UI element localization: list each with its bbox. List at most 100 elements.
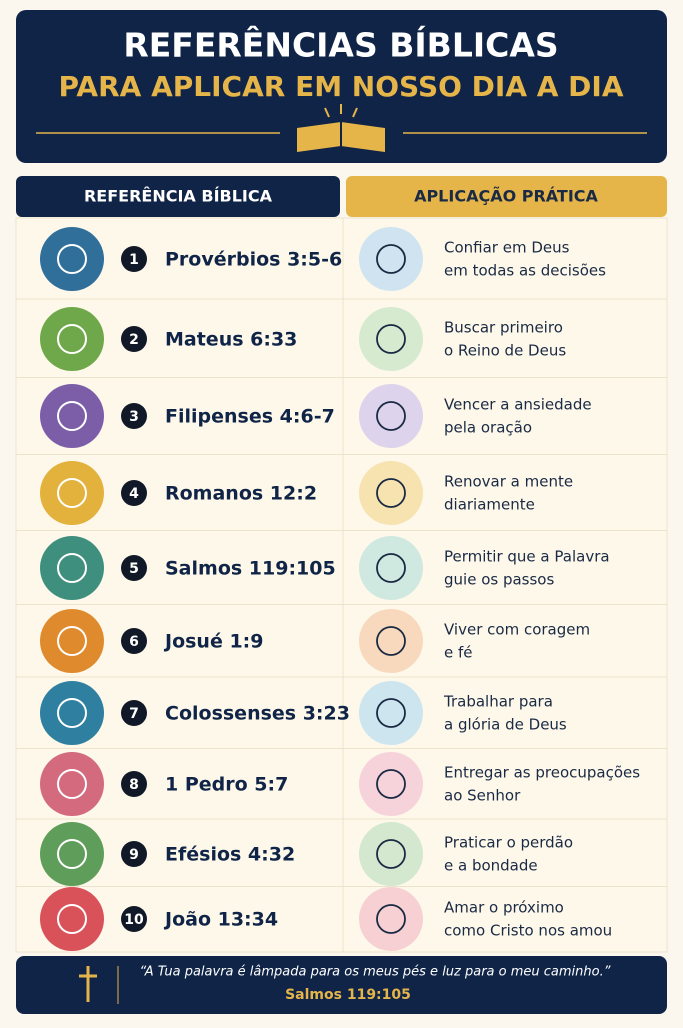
cross-icon [79, 966, 97, 1002]
icon-glyph [376, 839, 406, 869]
row-number: 10 [124, 912, 144, 928]
number-badge [121, 555, 147, 581]
application: ao Senhor [444, 787, 521, 805]
application: guie os passos [444, 571, 554, 589]
reference-icon [40, 752, 104, 816]
number-badge [121, 841, 147, 867]
number-badge [121, 403, 147, 429]
application: a glória de Deus [444, 716, 567, 734]
reference: 1 Pedro 5:7 [165, 774, 288, 796]
column-header [16, 176, 340, 217]
column-label: APLICAÇÃO PRÁTICA [414, 187, 598, 206]
row-number: 2 [129, 332, 139, 348]
row-number: 4 [129, 486, 139, 502]
reference-icon [40, 536, 104, 600]
row-number: 9 [129, 847, 139, 863]
application: Confiar em Deus [444, 239, 570, 257]
icon-glyph [376, 553, 406, 583]
icon-glyph [376, 698, 406, 728]
application: Amar o próximo [444, 899, 564, 917]
number-badge [121, 700, 147, 726]
application-icon [359, 609, 423, 673]
application: e fé [444, 644, 473, 662]
application: diariamente [444, 496, 535, 514]
reference: Josué 1:9 [163, 631, 264, 653]
icon-glyph [57, 839, 87, 869]
icon-glyph [376, 401, 406, 431]
number-badge [121, 771, 147, 797]
reference-icon [40, 227, 104, 291]
reference: Efésios 4:32 [165, 844, 295, 866]
icon-glyph [376, 244, 406, 274]
reference-icon [40, 384, 104, 448]
number-badge [121, 628, 147, 654]
icon-glyph [376, 626, 406, 656]
number-badge [121, 326, 147, 352]
application-icon [359, 822, 423, 886]
row-number: 3 [129, 409, 139, 425]
icon-glyph [376, 478, 406, 508]
application-icon [359, 681, 423, 745]
application: como Cristo nos amou [444, 922, 612, 940]
column-label: REFERÊNCIA BÍBLICA [84, 187, 273, 206]
application: Entregar as preocupações [444, 764, 640, 782]
icon-glyph [57, 401, 87, 431]
application: o Reino de Deus [444, 342, 566, 360]
title: REFERÊNCIAS BÍBLICAS [123, 25, 558, 65]
reference: Filipenses 4:6-7 [165, 406, 335, 428]
reference-icon [40, 822, 104, 886]
application: Praticar o perdão [444, 834, 573, 852]
reference: Salmos 119:105 [165, 558, 336, 580]
footer-box [16, 956, 667, 1014]
icon-glyph [57, 626, 87, 656]
application: Vencer a ansiedade [444, 396, 592, 414]
application: e a bondade [444, 857, 538, 875]
quote: “A Tua palavra é lâmpada para os meus pé… [140, 965, 611, 980]
application: Viver com coragem [444, 621, 590, 639]
quote-reference: Salmos 119:105 [285, 987, 411, 1003]
row-number: 8 [129, 777, 139, 793]
icon-glyph [57, 478, 87, 508]
reference-icon [40, 887, 104, 951]
icon-glyph [57, 769, 87, 799]
icon-glyph [57, 698, 87, 728]
application: Permitir que a Palavra [444, 548, 610, 566]
application-icon [359, 752, 423, 816]
row-number: 5 [129, 561, 139, 577]
row-number: 6 [129, 634, 139, 650]
application-icon [359, 461, 423, 525]
icon-glyph [376, 904, 406, 934]
icon-glyph [376, 769, 406, 799]
reference-icon [40, 609, 104, 673]
reference: Mateus 6:33 [165, 329, 297, 351]
application-icon [359, 307, 423, 371]
icon-glyph [57, 324, 87, 354]
row-number: 7 [129, 706, 139, 722]
icon-glyph [57, 904, 87, 934]
column-header [346, 176, 667, 217]
reference: João 13:34 [163, 909, 278, 931]
application-icon [359, 536, 423, 600]
subtitle: PARA APLICAR EM NOSSO DIA A DIA [58, 70, 623, 103]
application: Buscar primeiro [444, 319, 563, 337]
icon-glyph [57, 244, 87, 274]
application: pela oração [444, 419, 532, 437]
reference: Romanos 12:2 [165, 483, 317, 505]
application: Trabalhar para [443, 693, 553, 711]
reference: Provérbios 3:5-6 [165, 249, 342, 271]
reference-icon [40, 307, 104, 371]
icon-glyph [57, 553, 87, 583]
number-badge [121, 246, 147, 272]
row-number: 1 [129, 252, 139, 268]
number-badge [121, 906, 147, 932]
application-icon [359, 887, 423, 951]
number-badge [121, 480, 147, 506]
book-icon [297, 104, 385, 152]
application-icon [359, 384, 423, 448]
icon-glyph [376, 324, 406, 354]
header-box [16, 10, 667, 163]
application: Renovar a mente [444, 473, 573, 491]
reference: Colossenses 3:23 [165, 703, 350, 725]
